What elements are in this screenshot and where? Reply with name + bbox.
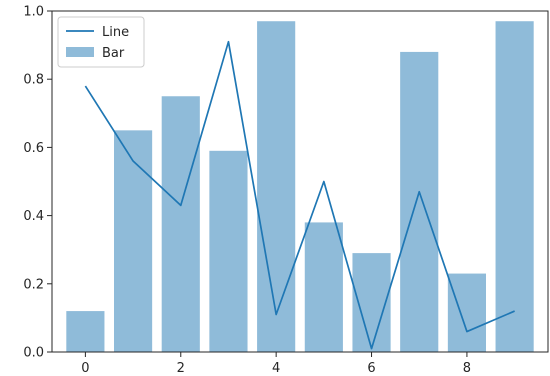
- x-tick-label-2: 2: [177, 361, 185, 376]
- bar-8: [447, 273, 486, 352]
- y-tick-label-0: 0.0: [23, 346, 44, 361]
- bar-1: [114, 130, 153, 352]
- bar-4: [257, 21, 296, 352]
- x-tick-label-0: 0: [81, 361, 89, 376]
- bar-3: [209, 150, 248, 352]
- legend-bar-label: Bar: [102, 46, 125, 61]
- y-tick-label-0.2: 0.2: [23, 277, 44, 292]
- bar-5: [304, 222, 343, 352]
- bar-2: [161, 96, 200, 352]
- y-tick-label-0.6: 0.6: [23, 141, 44, 156]
- x-tick-label-8: 8: [463, 361, 471, 376]
- x-tick-label-6: 6: [367, 361, 375, 376]
- bar-7: [400, 51, 439, 353]
- bar-9: [495, 21, 534, 352]
- bars-layer: [66, 21, 534, 353]
- legend: Line Bar: [57, 16, 145, 68]
- line-layer: [84, 40, 515, 350]
- line-series: [84, 40, 515, 350]
- ticks-layer: 0 2 4 6 8 0.0 0.2 0.4 0.6 0.8 1.0: [23, 5, 471, 376]
- y-tick-label-0.8: 0.8: [23, 73, 44, 88]
- plot-frame: [51, 10, 549, 353]
- legend-bar-marker: [66, 47, 94, 57]
- legend-line-label: Line: [102, 25, 129, 40]
- x-tick-label-4: 4: [272, 361, 280, 376]
- legend-box: [57, 16, 145, 68]
- bar-0: [66, 311, 105, 352]
- y-tick-label-1: 1.0: [23, 5, 44, 20]
- y-tick-label-0.4: 0.4: [23, 209, 44, 224]
